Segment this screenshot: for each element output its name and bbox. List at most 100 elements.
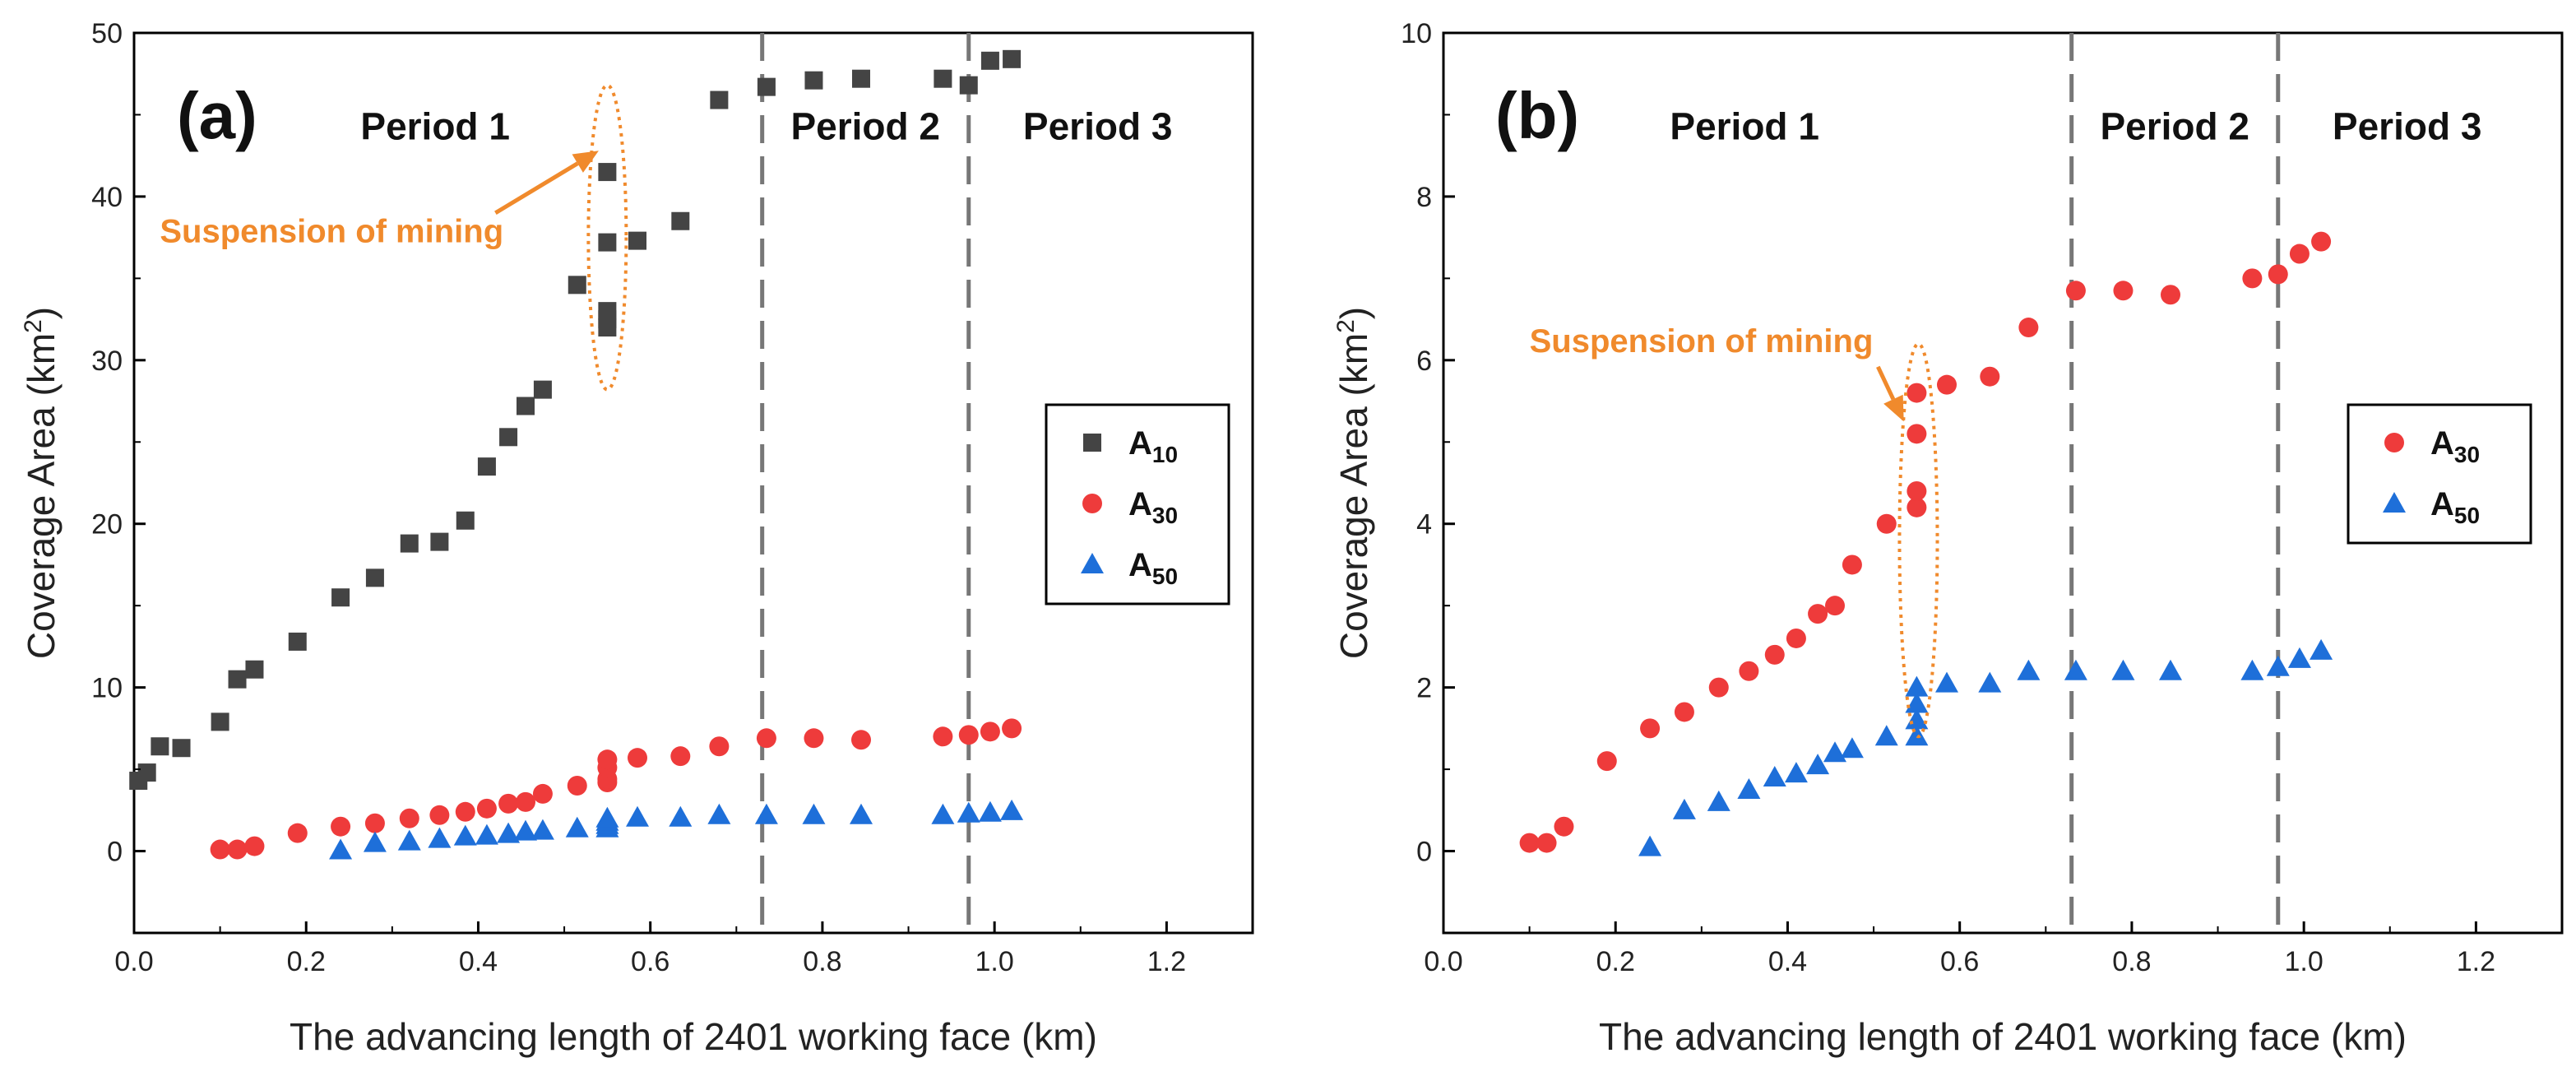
point-a50-b-15 — [1978, 671, 2002, 693]
point-a50-a-15 — [669, 805, 693, 827]
point-a30-b-19 — [1980, 366, 2000, 387]
point-a50-a-16 — [707, 803, 731, 824]
point-a30-a-3 — [287, 823, 308, 843]
period-label-b-2: Period 2 — [2100, 104, 2249, 147]
period-label-a-2: Period 2 — [790, 104, 940, 147]
point-a30-b-24 — [2242, 268, 2263, 289]
point-a10-a-26 — [757, 77, 776, 96]
point-a50-b-10 — [1905, 725, 1929, 746]
suspension-label-a: Suspension of mining — [160, 214, 503, 250]
point-a10-a-32 — [1003, 49, 1022, 68]
point-a50-b-3 — [1737, 777, 1761, 799]
point-a30-b-5 — [1674, 702, 1694, 722]
y-axis-title-b: Coverage Area (km2) — [1332, 307, 1376, 659]
suspension-label-b: Suspension of mining — [1530, 323, 1874, 360]
point-a50-b-8 — [1840, 737, 1864, 759]
suspension-arrow-shaft-a — [494, 161, 579, 215]
series-layer-b — [1519, 231, 2333, 856]
x-tick-label-a-3: 0.6 — [631, 946, 669, 977]
x-tick-label-b-1: 0.2 — [1596, 946, 1635, 977]
point-a10-a-25 — [710, 90, 729, 109]
y-tick-label-a-2: 20 — [91, 509, 123, 540]
annotation-a: Suspension of mining — [160, 83, 628, 392]
point-a30-a-2 — [244, 836, 265, 856]
point-a50-b-0 — [1638, 835, 1662, 856]
point-a30-b-25 — [2268, 264, 2288, 285]
y-axis-title-a: Coverage Area (km2) — [20, 307, 63, 659]
suspension-arrow-shaft-b — [1876, 365, 1896, 401]
point-a30-b-10 — [1808, 604, 1828, 624]
y-tick-label-b-3: 6 — [1416, 346, 1432, 377]
point-a50-b-12 — [1905, 692, 1929, 713]
point-a30-a-6 — [399, 808, 419, 828]
point-a30-a-24 — [933, 726, 953, 747]
suspension-ellipse-b — [1897, 341, 1939, 739]
point-a50-a-9 — [565, 816, 589, 837]
point-a30-a-0 — [210, 839, 230, 860]
point-a50-b-2 — [1707, 790, 1730, 811]
y-tick-label-b-5: 10 — [1401, 18, 1432, 49]
point-a10-a-27 — [804, 71, 823, 90]
annotation-b: Suspension of mining — [1530, 323, 1939, 739]
point-a30-a-12 — [532, 783, 553, 804]
point-a30-a-19 — [670, 746, 691, 767]
point-a10-a-5 — [228, 670, 247, 689]
point-a30-b-14 — [1907, 497, 1927, 517]
x-axis-title-a: The advancing length of 2401 working fac… — [290, 1015, 1097, 1058]
point-a10-a-4 — [211, 712, 229, 731]
point-a30-b-1 — [1536, 833, 1557, 853]
x-tick-label-b-0: 0.0 — [1424, 946, 1462, 977]
legend-label-a-30: A30 — [1128, 486, 1178, 528]
point-a50-a-8 — [530, 819, 554, 840]
y-tick-label-b-2: 4 — [1416, 509, 1432, 540]
point-a30-a-18 — [628, 748, 647, 768]
point-a50-a-18 — [802, 803, 826, 824]
panel-a: 0.0 0.2 0.4 0.6 0.8 1.0 1.2 0 10 20 30 40 50 (a) Per… — [20, 18, 1254, 1058]
y-tick-label-a-0: 0 — [107, 837, 123, 868]
x-tick-label-b-5: 1.0 — [2285, 946, 2323, 977]
point-a50-a-7 — [514, 819, 537, 841]
point-a10-a-9 — [365, 568, 384, 587]
point-a50-b-1 — [1672, 798, 1696, 819]
point-a50-a-4 — [453, 824, 477, 846]
legend-marker-a-10 — [1083, 434, 1101, 452]
period-lines-a — [760, 33, 971, 933]
x-tick-label-a-2: 0.4 — [459, 946, 498, 977]
point-a50-b-14 — [1935, 671, 1958, 693]
point-a30-a-4 — [331, 816, 351, 837]
point-a50-a-13 — [595, 806, 619, 828]
legend-label-a-50: A50 — [1128, 547, 1178, 589]
point-a50-a-2 — [397, 829, 421, 851]
point-a10-a-6 — [245, 660, 264, 679]
point-a30-b-4 — [1640, 718, 1661, 739]
period-label-b-3: Period 3 — [2333, 104, 2482, 147]
point-a10-a-29 — [934, 69, 952, 88]
point-a50-a-19 — [850, 803, 873, 824]
point-a50-a-20 — [931, 803, 955, 824]
point-a50-a-22 — [978, 800, 1002, 822]
point-a30-b-3 — [1596, 751, 1617, 772]
point-a30-b-12 — [1842, 554, 1862, 575]
point-a30-b-20 — [2018, 318, 2039, 338]
x-tick-label-a-1: 0.2 — [287, 946, 326, 977]
point-a30-a-25 — [958, 725, 979, 745]
y-tick-label-a-5: 50 — [91, 18, 123, 49]
x-axis-title-b: The advancing length of 2401 working fac… — [1599, 1015, 2407, 1058]
suspension-arrow-head-a — [572, 151, 599, 173]
legend-box-a — [1045, 403, 1230, 605]
ticks-b: 0.0 0.2 0.4 0.6 0.8 1.0 1.2 0 2 4 6 8 10 — [1401, 18, 2563, 977]
point-a50-a-0 — [329, 838, 353, 860]
point-a50-b-16 — [2017, 659, 2041, 680]
point-a10-a-22 — [598, 310, 617, 329]
point-a50-a-17 — [754, 803, 778, 824]
point-a10-a-30 — [959, 76, 978, 95]
panel-label-a: (a) — [177, 79, 257, 152]
point-a30-a-1 — [227, 839, 248, 860]
suspension-ellipse-a — [586, 83, 628, 392]
point-a30-b-22 — [2113, 281, 2134, 301]
point-a50-b-13 — [1905, 675, 1929, 697]
point-a50-b-7 — [1823, 741, 1846, 763]
x-tick-label-a-5: 1.0 — [975, 946, 1014, 977]
point-a30-a-7 — [429, 805, 450, 825]
